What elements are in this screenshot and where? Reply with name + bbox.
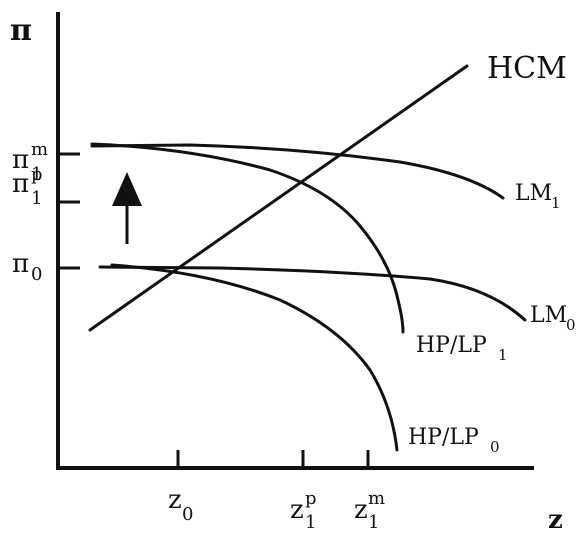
x-tick-label-z1m: z1m bbox=[354, 488, 385, 533]
hcm-curve bbox=[88, 64, 469, 332]
y-tick-label-pi1m: π 1m bbox=[12, 139, 48, 185]
up-arrow-icon bbox=[112, 172, 142, 206]
x-tick-label-z0: z0 bbox=[168, 485, 193, 525]
y-axis-label: π bbox=[10, 13, 32, 48]
x-axis-label: z bbox=[548, 505, 563, 535]
y-tick-label-pi1p: π 1p bbox=[12, 164, 43, 209]
lm1-curve bbox=[90, 143, 505, 200]
hplp0-curve bbox=[110, 263, 399, 452]
hplp1-curve bbox=[90, 142, 405, 334]
lm0-label: LM0 bbox=[530, 303, 576, 334]
lm1-label: LM1 bbox=[515, 181, 561, 212]
hplp1-label: HP/LP 1 bbox=[416, 333, 508, 364]
hplp0-label: HP/LP 0 bbox=[408, 425, 500, 456]
lm0-curve bbox=[98, 265, 527, 322]
x-tick-label-z1p: z1p bbox=[290, 488, 317, 533]
hcm-label: HCM bbox=[487, 51, 567, 86]
